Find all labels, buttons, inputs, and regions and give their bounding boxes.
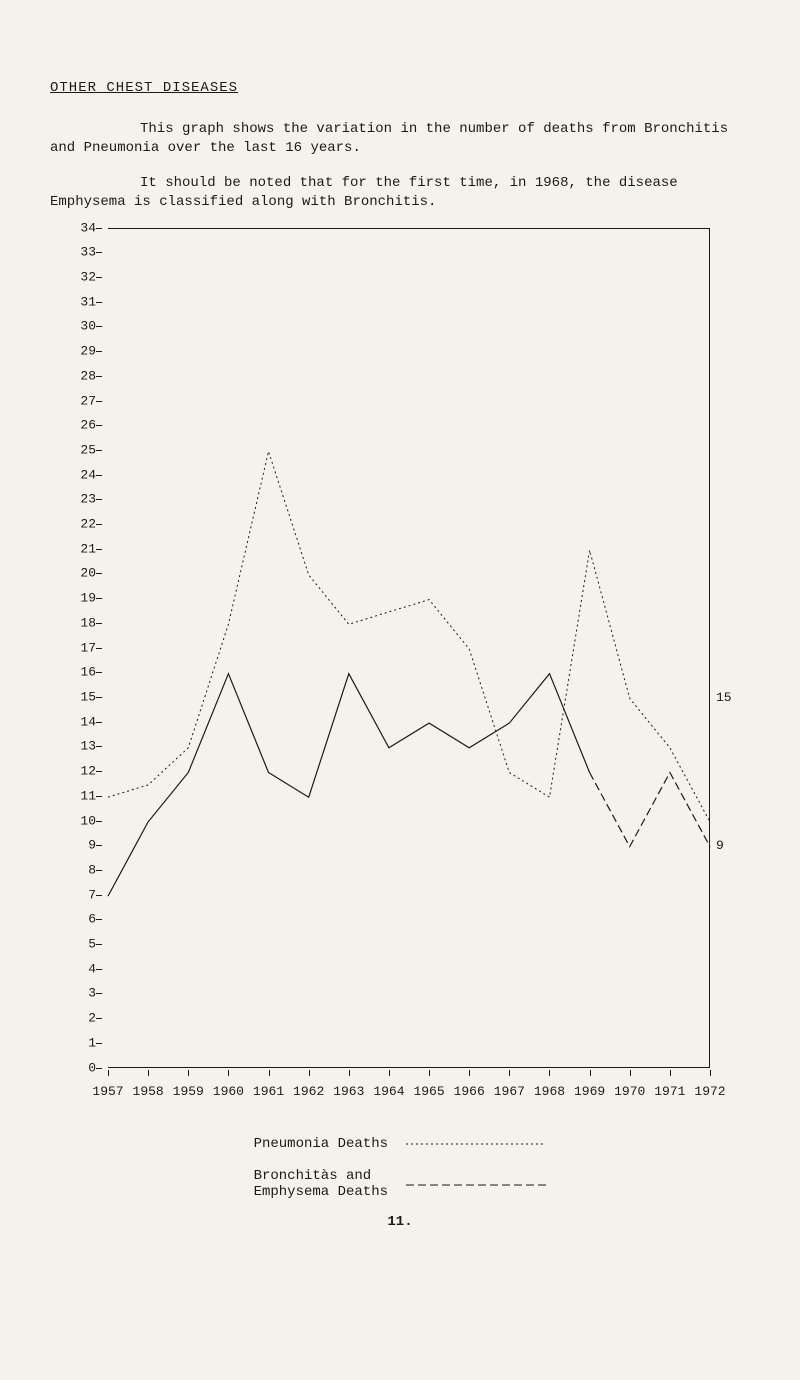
x-tick-label: 1967 [494, 1084, 525, 1099]
x-tick-label: 1958 [133, 1084, 164, 1099]
plot-area: 159 [108, 228, 710, 1068]
x-tick-label: 1966 [454, 1084, 485, 1099]
y-tick-label: 16 [56, 665, 96, 680]
y-tick-label: 33 [56, 245, 96, 260]
y-tick-label: 34 [56, 220, 96, 235]
paragraph-1: This graph shows the variation in the nu… [50, 120, 730, 158]
y-tick-label: 6 [56, 912, 96, 927]
y-tick-label: 0 [56, 1060, 96, 1075]
y-tick-label: 22 [56, 517, 96, 532]
x-tick-label: 1957 [92, 1084, 123, 1099]
y-tick-label: 25 [56, 442, 96, 457]
page-number: 11. [50, 1214, 750, 1230]
y-tick-label: 20 [56, 566, 96, 581]
x-tick-label: 1964 [373, 1084, 404, 1099]
legend-bronchitis-label-1: Bronchitàs and [254, 1168, 372, 1184]
y-tick-label: 18 [56, 615, 96, 630]
y-tick-label: 9 [56, 838, 96, 853]
bronchitis-series [108, 673, 590, 895]
y-tick-label: 5 [56, 937, 96, 952]
y-tick-label: 17 [56, 640, 96, 655]
x-tick-label: 1965 [413, 1084, 444, 1099]
document-page: OTHER CHEST DISEASES This graph shows th… [0, 0, 800, 1380]
legend-pneumonia-label: Pneumonia Deaths [254, 1136, 388, 1152]
y-tick-label: 1 [56, 1035, 96, 1050]
legend-bronchitis-line [406, 1179, 546, 1189]
y-tick-label: 13 [56, 739, 96, 754]
x-tick-label: 1960 [213, 1084, 244, 1099]
y-tick-label: 27 [56, 393, 96, 408]
y-tick-label: 12 [56, 764, 96, 779]
right-annotation: 9 [716, 838, 724, 853]
y-tick-label: 24 [56, 467, 96, 482]
paragraph-2: It should be noted that for the first ti… [50, 174, 730, 212]
x-tick-label: 1971 [654, 1084, 685, 1099]
pneumonia-series [108, 451, 710, 822]
y-tick-label: 19 [56, 591, 96, 606]
y-tick-label: 32 [56, 269, 96, 284]
y-tick-label: 29 [56, 344, 96, 359]
x-tick-label: 1959 [173, 1084, 204, 1099]
x-tick-label: 1961 [253, 1084, 284, 1099]
y-tick-label: 2 [56, 1011, 96, 1026]
legend-pneumonia: Pneumonia Deaths [254, 1136, 547, 1152]
chart-svg [108, 229, 709, 1067]
y-tick-label: 31 [56, 294, 96, 309]
y-tick-label: 23 [56, 492, 96, 507]
y-axis-labels: 0123456789101112131415161718192021222324… [56, 228, 96, 1108]
x-tick-label: 1972 [694, 1084, 725, 1099]
x-tick-label: 1963 [333, 1084, 364, 1099]
y-tick-label: 14 [56, 714, 96, 729]
y-tick-label: 21 [56, 541, 96, 556]
y-tick-label: 30 [56, 319, 96, 334]
right-annotation: 15 [716, 690, 732, 705]
y-tick-label: 7 [56, 887, 96, 902]
x-tick-label: 1968 [534, 1084, 565, 1099]
legend: Pneumonia Deaths Bronchitàs and Emphysem… [50, 1132, 750, 1204]
x-tick-label: 1970 [614, 1084, 645, 1099]
legend-pneumonia-line [406, 1138, 546, 1148]
section-title: OTHER CHEST DISEASES [50, 80, 750, 96]
y-tick-label: 4 [56, 961, 96, 976]
legend-bronchitis: Bronchitàs and Emphysema Deaths [254, 1168, 547, 1200]
y-tick-label: 8 [56, 862, 96, 877]
x-tick-label: 1969 [574, 1084, 605, 1099]
y-tick-label: 10 [56, 813, 96, 828]
x-axis-labels: 1957195819591960196119621963196419651966… [108, 1076, 710, 1108]
y-tick-label: 11 [56, 788, 96, 803]
y-tick-label: 28 [56, 368, 96, 383]
x-tick-label: 1962 [293, 1084, 324, 1099]
bronchitis-series-tail [590, 772, 710, 846]
y-tick-label: 15 [56, 689, 96, 704]
y-tick-label: 26 [56, 418, 96, 433]
legend-bronchitis-label-2: Emphysema Deaths [254, 1184, 388, 1200]
line-chart: 0123456789101112131415161718192021222324… [60, 228, 750, 1108]
y-tick-label: 3 [56, 986, 96, 1001]
